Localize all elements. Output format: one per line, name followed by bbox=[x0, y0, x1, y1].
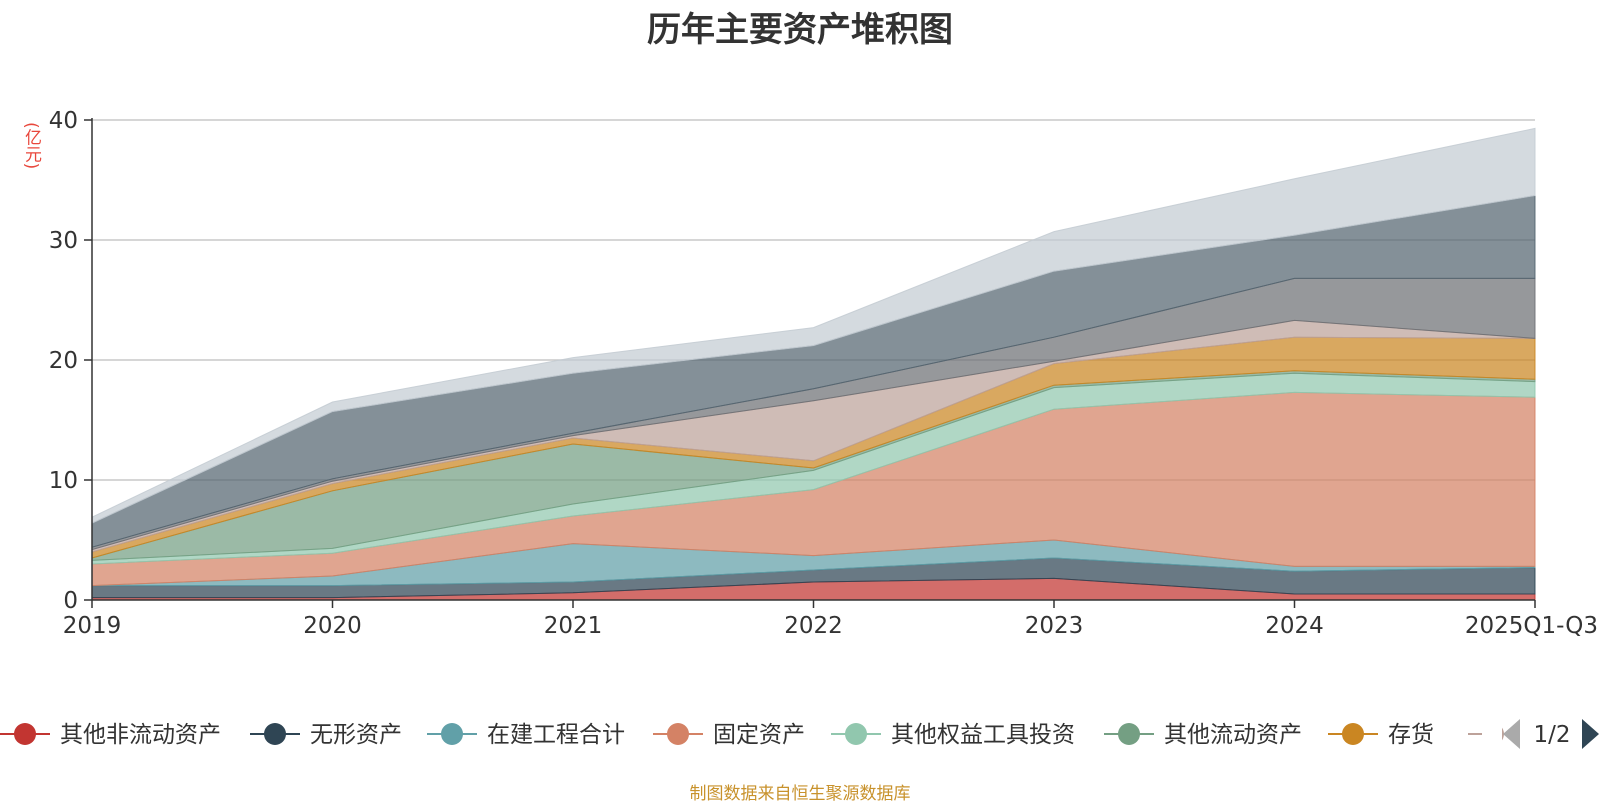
x-tick-label: 2020 bbox=[303, 613, 362, 639]
legend-label: 无形资产 bbox=[310, 722, 402, 748]
legend-item[interactable]: 无形资产 bbox=[250, 722, 402, 748]
data-source-note: 制图数据来自恒生聚源数据库 bbox=[689, 784, 911, 804]
x-tick-label: 2022 bbox=[784, 613, 843, 639]
y-axis-unit-label: (亿元) bbox=[21, 122, 41, 170]
legend-item[interactable]: 其他流动资产 bbox=[1104, 722, 1302, 748]
stacked-areas bbox=[91, 127, 1536, 601]
legend-label: 其他权益工具投资 bbox=[891, 722, 1075, 748]
legend-next-page-icon[interactable] bbox=[1582, 719, 1599, 749]
legend-label: 其他流动资产 bbox=[1164, 722, 1302, 748]
legend-item[interactable]: 其他非流动资产 bbox=[0, 722, 221, 748]
legend-prev-page-icon[interactable] bbox=[1503, 719, 1520, 749]
y-tick-label: 0 bbox=[63, 588, 78, 614]
legend-item[interactable]: 固定资产 bbox=[653, 722, 805, 748]
legend-marker bbox=[264, 723, 286, 745]
x-tick-label: 2019 bbox=[63, 613, 122, 639]
legend-marker bbox=[667, 723, 689, 745]
y-tick-label: 40 bbox=[49, 108, 78, 134]
x-tick-label: 2025Q1-Q3 bbox=[1465, 613, 1598, 639]
legend-marker bbox=[441, 723, 463, 745]
area-series-11[interactable] bbox=[91, 127, 1536, 524]
legend-item[interactable]: 存货 bbox=[1328, 722, 1434, 748]
legend-label: 在建工程合计 bbox=[487, 722, 625, 748]
legend-label: 其他非流动资产 bbox=[60, 722, 221, 748]
legend-marker bbox=[1118, 723, 1140, 745]
legend-item[interactable]: 其他权益工具投资 bbox=[831, 722, 1075, 748]
chart-title: 历年主要资产堆积图 bbox=[647, 10, 953, 50]
legend-marker bbox=[14, 723, 36, 745]
legend-clip-mask bbox=[1482, 714, 1502, 754]
legend-marker bbox=[1342, 723, 1364, 745]
y-tick-label: 20 bbox=[49, 348, 78, 374]
x-tick-label: 2024 bbox=[1265, 613, 1324, 639]
legend-page-indicator: 1/2 bbox=[1533, 722, 1570, 748]
axes: 0 10 20 30 40 2019 2020 2021 2022 2023 2024 2025Q1-… bbox=[49, 108, 1598, 639]
legend-label: 存货 bbox=[1388, 722, 1434, 748]
legend-item[interactable]: 在建工程合计 bbox=[427, 722, 625, 748]
y-tick-label: 10 bbox=[49, 468, 78, 494]
y-tick-label: 30 bbox=[49, 228, 78, 254]
legend-marker bbox=[845, 723, 867, 745]
x-tick-label: 2023 bbox=[1025, 613, 1084, 639]
legend: 其他非流动资产 无形资产 在建工程合计 固定资产 其他权益工具投资 其他流动资产 存货 1/2 bbox=[0, 714, 1599, 754]
x-tick-label: 2021 bbox=[544, 613, 603, 639]
legend-label: 固定资产 bbox=[713, 722, 805, 748]
